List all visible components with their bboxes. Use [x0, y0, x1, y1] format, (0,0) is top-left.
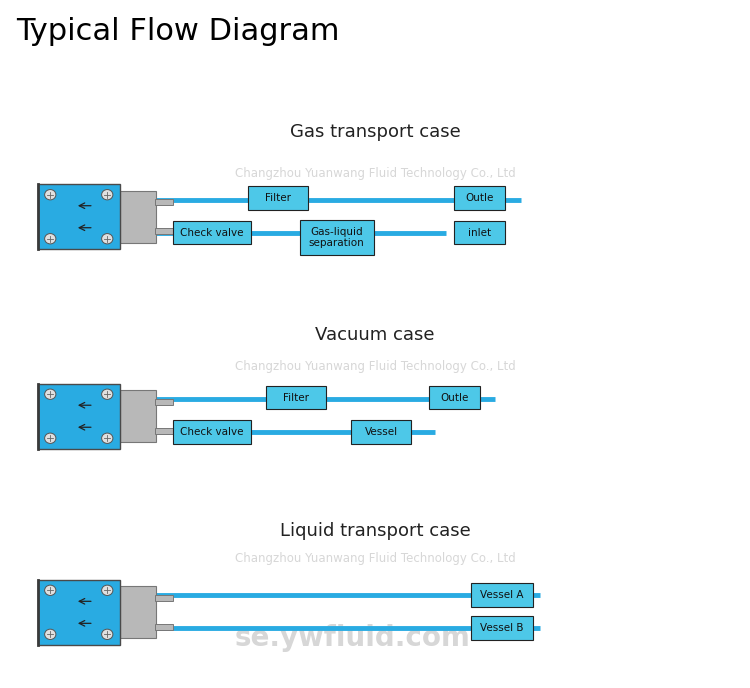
FancyBboxPatch shape — [266, 386, 326, 409]
Text: Check valve: Check valve — [180, 427, 244, 437]
FancyBboxPatch shape — [154, 427, 173, 434]
Circle shape — [45, 433, 56, 444]
FancyBboxPatch shape — [172, 221, 251, 244]
Text: Vacuum case: Vacuum case — [315, 326, 435, 344]
FancyBboxPatch shape — [154, 623, 173, 630]
Text: Outle: Outle — [465, 193, 494, 203]
Circle shape — [101, 629, 112, 640]
FancyBboxPatch shape — [300, 220, 374, 255]
FancyBboxPatch shape — [120, 191, 156, 243]
Circle shape — [45, 629, 56, 640]
FancyBboxPatch shape — [172, 420, 251, 444]
FancyBboxPatch shape — [248, 186, 308, 210]
Circle shape — [101, 433, 112, 444]
Circle shape — [101, 389, 112, 399]
Text: Check valve: Check valve — [180, 228, 244, 237]
Text: Vessel B: Vessel B — [480, 623, 524, 633]
FancyBboxPatch shape — [38, 184, 120, 249]
FancyBboxPatch shape — [471, 583, 532, 607]
Circle shape — [45, 233, 56, 244]
Circle shape — [101, 189, 112, 200]
Text: Filter: Filter — [284, 393, 309, 402]
Text: Gas-liquid
separation: Gas-liquid separation — [309, 226, 364, 248]
Text: Gas transport case: Gas transport case — [290, 123, 460, 141]
Text: se.ywfluid.com: se.ywfluid.com — [235, 625, 470, 652]
FancyBboxPatch shape — [429, 386, 480, 409]
FancyBboxPatch shape — [120, 586, 156, 638]
FancyBboxPatch shape — [38, 384, 120, 449]
Text: Vessel A: Vessel A — [480, 590, 524, 600]
Circle shape — [45, 189, 56, 200]
Circle shape — [101, 585, 112, 595]
FancyBboxPatch shape — [120, 390, 156, 442]
FancyBboxPatch shape — [154, 398, 173, 405]
Text: Changzhou Yuanwang Fluid Technology Co., Ltd: Changzhou Yuanwang Fluid Technology Co.,… — [235, 167, 515, 180]
Text: Changzhou Yuanwang Fluid Technology Co., Ltd: Changzhou Yuanwang Fluid Technology Co.,… — [235, 360, 515, 372]
Text: Outle: Outle — [440, 393, 469, 402]
Circle shape — [101, 233, 112, 244]
Text: Changzhou Yuanwang Fluid Technology Co., Ltd: Changzhou Yuanwang Fluid Technology Co.,… — [235, 552, 515, 565]
Text: Filter: Filter — [265, 193, 290, 203]
Text: Typical Flow Diagram: Typical Flow Diagram — [16, 17, 340, 46]
FancyBboxPatch shape — [154, 228, 173, 234]
FancyBboxPatch shape — [471, 616, 532, 640]
FancyBboxPatch shape — [38, 579, 120, 645]
FancyBboxPatch shape — [154, 199, 173, 205]
FancyBboxPatch shape — [454, 186, 505, 210]
Text: inlet: inlet — [468, 228, 490, 237]
Text: Liquid transport case: Liquid transport case — [280, 522, 470, 540]
Text: Vessel: Vessel — [364, 427, 398, 437]
FancyBboxPatch shape — [154, 594, 173, 601]
FancyBboxPatch shape — [454, 221, 505, 244]
Circle shape — [45, 585, 56, 595]
FancyBboxPatch shape — [351, 420, 411, 444]
Circle shape — [45, 389, 56, 399]
